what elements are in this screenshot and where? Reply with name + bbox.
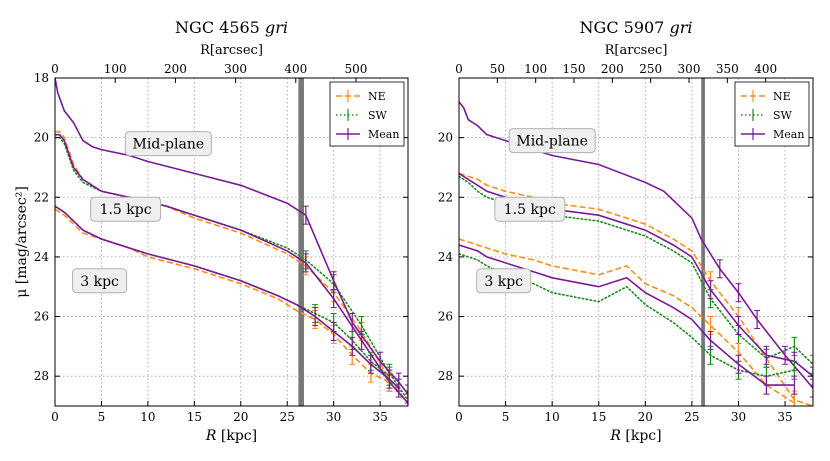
top-tick-label: 350 (716, 62, 739, 76)
series-line-mean (459, 101, 813, 389)
series-line-mean-3-kpc (55, 205, 400, 389)
x-tick-label: 10 (140, 410, 155, 424)
top-tick-label: 200 (164, 62, 187, 76)
x-tick-label: 30 (326, 410, 341, 424)
x-tick-label: 15 (187, 410, 202, 424)
y-tick-label: 24 (438, 250, 454, 264)
x-axis-label: R [kpc] (205, 428, 257, 444)
top-tick-label: 400 (284, 62, 307, 76)
chart-panel-2: 0 5 10 15 20 25 30 35 20 22 24 26 28 0 50 100 150 200 250 3… (438, 18, 814, 444)
x-tick-label: 0 (51, 410, 59, 424)
top-tick-label: 0 (51, 62, 59, 76)
series-line-sw (459, 175, 813, 366)
annotation-box (508, 128, 596, 154)
legend-label: Mean (368, 128, 399, 141)
shaded-region (298, 78, 304, 406)
chart-title: NGC 5907 gri (580, 18, 693, 37)
top-tick-label: 100 (524, 62, 547, 76)
legend-box (329, 81, 405, 147)
legend-box (734, 81, 810, 147)
x-tick-label: 15 (591, 410, 606, 424)
y-axis-label: μ [mag/arcsec²] (14, 186, 30, 298)
series-group (55, 78, 408, 406)
top-tick-label: 250 (639, 62, 662, 76)
annotation-label: 1.5 kpc (100, 202, 152, 218)
annotation-label: Mid-plane (133, 137, 205, 153)
series-group (459, 101, 813, 406)
legend-label: NE (773, 90, 791, 103)
x-tick-label: 0 (455, 410, 463, 424)
annotation-label: 3 kpc (80, 274, 119, 290)
x-tick-label: 30 (731, 410, 746, 424)
x-tick-label: 35 (777, 410, 792, 424)
x-tick-label: 25 (684, 410, 699, 424)
y-tick-label: 28 (34, 369, 49, 383)
y-tick-label: 24 (34, 250, 50, 264)
top-tick-label: 300 (678, 62, 701, 76)
y-tick-label: 26 (438, 310, 453, 324)
y-tick-label: 20 (34, 131, 49, 145)
series-line-ne (55, 130, 408, 404)
series-line-sw-3-kpc (459, 253, 796, 378)
plot-frame (458, 77, 814, 407)
x-tick-label: 10 (545, 410, 560, 424)
legend-label: NE (368, 90, 386, 103)
top-tick-label: 150 (563, 62, 586, 76)
annotation-box (124, 131, 212, 157)
top-axis-label: R[arcsec] (605, 43, 668, 58)
series-line-mean-1.5-kpc (459, 172, 813, 377)
top-axis-label: R[arcsec] (200, 43, 263, 58)
top-tick-label: 100 (104, 62, 127, 76)
x-tick-label: 20 (233, 410, 248, 424)
x-tick-label: 5 (98, 410, 106, 424)
series-line-mean-1.5-kpc (55, 133, 408, 404)
y-tick-label: 28 (438, 369, 453, 383)
legend-label: SW (773, 109, 793, 122)
x-tick-label: 35 (372, 410, 387, 424)
top-tick-label: 0 (455, 62, 463, 76)
annotation-label: 1.5 kpc (504, 202, 556, 218)
plot-frame (54, 77, 409, 407)
series-line-ne-3-kpc (55, 208, 390, 383)
y-tick-label: 22 (438, 190, 453, 204)
annotation-box (494, 196, 566, 222)
series-line-ne-3-kpc (459, 238, 795, 404)
chart-title: NGC 4565 gri (175, 18, 288, 37)
series-line-sw-3-kpc (55, 205, 391, 377)
annotation-label: Mid-plane (516, 134, 588, 150)
annotation-label: 3 kpc (484, 274, 523, 290)
annotation-box (90, 196, 162, 222)
y-tick-label: 22 (34, 190, 49, 204)
x-axis-label: R [kpc] (609, 428, 661, 444)
top-tick-label: 500 (345, 62, 368, 76)
top-tick-label: 400 (754, 62, 777, 76)
top-tick-label: 300 (224, 62, 247, 76)
series-line-mean-3-kpc (459, 244, 795, 386)
chart-panel-1: 0 5 10 15 20 25 30 35 18 20 22 24 26 28 0 100 200 300 400 5… (14, 18, 409, 444)
y-tick-label: 20 (438, 131, 453, 145)
annotation-box (72, 268, 128, 294)
top-tick-label: 200 (601, 62, 624, 76)
x-tick-label: 20 (638, 410, 653, 424)
top-tick-label: 50 (490, 62, 505, 76)
series-line-mean (55, 78, 408, 395)
x-tick-label: 25 (280, 410, 295, 424)
y-tick-label: 26 (34, 310, 49, 324)
y-tick-label: 18 (34, 71, 49, 85)
x-tick-label: 5 (502, 410, 510, 424)
annotation-box (476, 268, 532, 294)
series-line-ne (459, 172, 813, 406)
legend-label: Mean (773, 128, 804, 141)
legend-label: SW (368, 109, 388, 122)
